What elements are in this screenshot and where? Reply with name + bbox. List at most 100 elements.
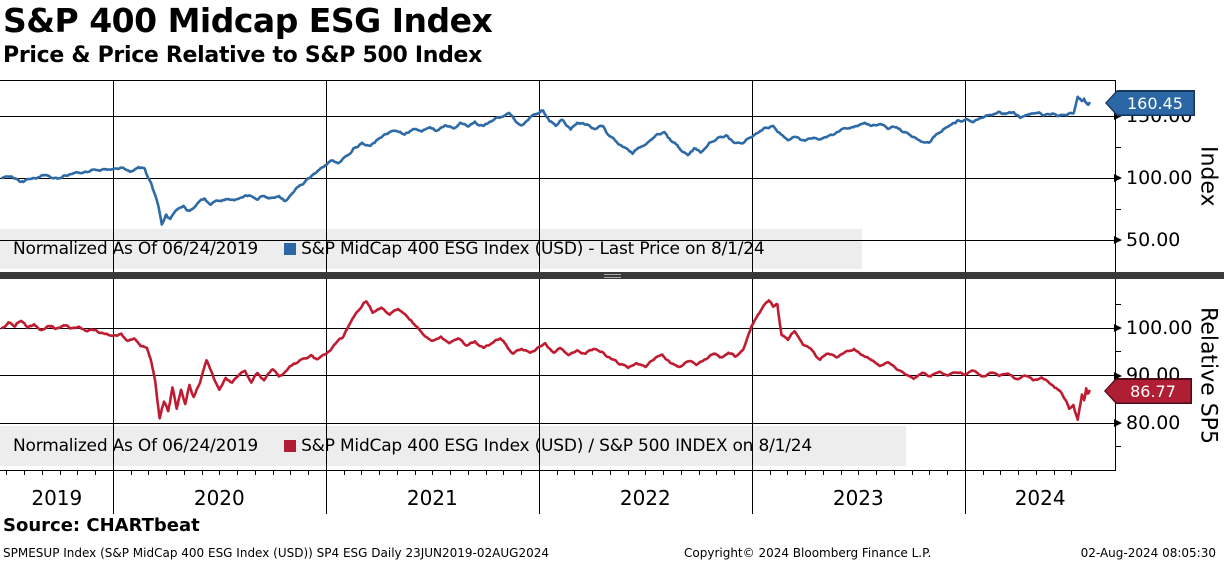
x-minor-tick [467,470,469,475]
last-price-badge-top: 160.45 [1105,90,1195,116]
x-minor-tick [41,470,43,475]
x-minor-tick [77,470,79,475]
last-price-badge-bottom: 86.77 [1104,378,1192,404]
x-minor-tick [698,470,700,475]
top-axis-title: Index [1195,146,1221,207]
relative-line [0,299,1091,421]
top-legend-strip: Normalized As Of 06/24/2019 S&P MidCap 4… [0,229,862,269]
bottom-ytick-label-80: 80.00 [1126,411,1181,434]
bottom-gridline-80 [0,422,1115,424]
x-minor-tick [521,470,523,475]
top-tick-arrow-icon-100 [1114,174,1122,182]
x-minor-tick [361,470,363,475]
x-minor-tick [592,470,594,475]
x-minor-tick [1035,470,1037,475]
x-minor-tick [893,470,895,475]
bottom-legend-normalized-label: Normalized As Of 06/24/2019 [13,436,259,456]
x-minor-tick [982,470,984,475]
x-minor-tick [947,470,949,475]
year-gridline-0 [112,80,114,514]
top-gridline-150 [0,115,1115,117]
top-tick-arrow-icon-50 [1114,236,1122,244]
x-minor-tick [734,470,736,475]
top-series-swatch-icon [284,243,297,255]
x-minor-tick [911,470,913,475]
bottom-legend-strip: Normalized As Of 06/24/2019 S&P MidCap 4… [0,426,906,466]
x-minor-tick [787,470,789,475]
page-title: S&P 400 Midcap ESG Index [3,1,493,40]
x-minor-tick [485,470,487,475]
x-minor-tick [1053,470,1055,475]
x-minor-tick [130,470,132,475]
panel-divider [0,272,1224,279]
bottom-ytick-minor-105 [1115,303,1121,305]
price-line [0,95,1091,226]
copyright-footnote: Copyright© 2024 Bloomberg Finance L.P. [684,546,932,560]
top-ytick-label-100: 100.00 [1126,166,1193,189]
x-minor-tick [1071,470,1073,475]
year-gridline-4 [964,80,966,514]
x-minor-tick [574,470,576,475]
x-minor-tick [929,470,931,475]
x-minor-tick [609,470,611,475]
x-year-label-2023: 2023 [832,486,884,510]
x-minor-tick [379,470,381,475]
x-minor-tick [556,470,558,475]
x-minor-tick [6,470,8,475]
top-legend-series-label[interactable]: S&P MidCap 400 ESG Index (USD) - Last Pr… [301,239,765,259]
x-year-label-2019: 2019 [31,486,83,510]
x-year-label-2022: 2022 [619,486,671,510]
x-minor-tick [272,470,274,475]
x-minor-tick [308,470,310,475]
x-minor-tick [414,470,416,475]
x-minor-tick [663,470,665,475]
x-minor-tick [343,470,345,475]
x-minor-tick [59,470,61,475]
bottom-tick-arrow-icon-80 [1114,419,1122,427]
top-ytick-minor-75 [1115,208,1121,210]
x-minor-tick [396,470,398,475]
bottom-legend-series-label[interactable]: S&P MidCap 400 ESG Index (USD) / S&P 500… [301,436,812,456]
x-year-label-2024: 2024 [1014,486,1066,510]
top-tick-arrow-icon-150 [1114,112,1122,120]
x-minor-tick [24,470,26,475]
top-ytick-label-50: 50.00 [1126,228,1181,251]
timestamp-footnote: 02-Aug-2024 08:05:30 [1080,546,1216,560]
bottom-gridline-100 [0,327,1115,329]
bottom-axis-title: Relative SP5 [1195,306,1221,444]
x-minor-tick [201,470,203,475]
x-minor-tick [645,470,647,475]
x-minor-tick [166,470,168,475]
x-minor-tick [148,470,150,475]
x-minor-tick [840,470,842,475]
source-line: Source: CHARTbeat [3,515,200,536]
bottom-tick-arrow-icon-90 [1114,371,1122,380]
top-chart-area[interactable] [0,80,1116,273]
x-minor-tick [680,470,682,475]
bottom-ytick-minor-95 [1115,351,1121,353]
top-panel-border [0,80,1116,82]
bottom-tick-arrow-icon-100 [1114,324,1122,332]
bottom-ytick-minor-75 [1115,446,1121,448]
x-minor-tick [716,470,718,475]
x-minor-tick [254,470,256,475]
x-axis-spine [0,469,1116,471]
top-gridline-50 [0,239,1115,241]
x-minor-tick [769,470,771,475]
x-minor-tick [432,470,434,475]
year-gridline-1 [325,80,327,514]
bottom-chart-area[interactable] [0,280,1116,470]
x-minor-tick [858,470,860,475]
x-minor-tick [627,470,629,475]
x-minor-tick [822,470,824,475]
bottom-series-swatch-icon [284,440,297,452]
last-price-value-bottom: 86.77 [1130,381,1176,401]
year-gridline-2 [538,80,540,514]
x-year-label-2021: 2021 [406,486,458,510]
x-minor-tick [503,470,505,475]
panel-divider-grip-icon[interactable] [604,273,621,278]
x-year-label-2020: 2020 [193,486,245,510]
x-minor-tick [1018,470,1020,475]
x-minor-tick [876,470,878,475]
